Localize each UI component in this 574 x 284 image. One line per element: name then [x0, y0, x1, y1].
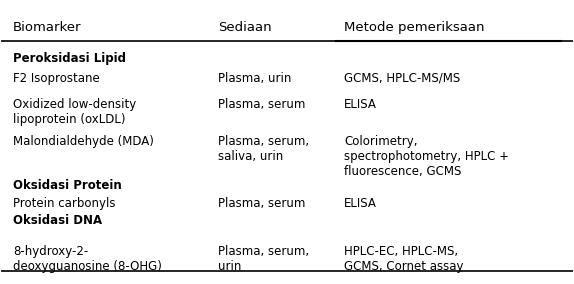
Text: Protein carbonyls: Protein carbonyls — [13, 197, 115, 210]
Text: Colorimetry,
spectrophotometry, HPLC +
fluorescence, GCMS: Colorimetry, spectrophotometry, HPLC + f… — [344, 135, 509, 178]
Text: Plasma, serum: Plasma, serum — [219, 197, 306, 210]
Text: 8-hydroxy-2-
deoxyguanosine (8-OHG): 8-hydroxy-2- deoxyguanosine (8-OHG) — [13, 245, 162, 273]
Text: Oxidized low-density
lipoprotein (oxLDL): Oxidized low-density lipoprotein (oxLDL) — [13, 99, 136, 126]
Text: Oksidasi Protein: Oksidasi Protein — [13, 179, 122, 192]
Text: Plasma, serum,
urin: Plasma, serum, urin — [219, 245, 309, 273]
Text: GCMS, HPLC-MS/MS: GCMS, HPLC-MS/MS — [344, 72, 460, 85]
Text: Plasma, urin: Plasma, urin — [219, 72, 292, 85]
Text: Sediaan: Sediaan — [219, 21, 272, 34]
Text: Plasma, serum,
saliva, urin: Plasma, serum, saliva, urin — [219, 135, 309, 163]
Text: Plasma, serum: Plasma, serum — [219, 99, 306, 111]
Text: ELISA: ELISA — [344, 197, 377, 210]
Text: F2 Isoprostane: F2 Isoprostane — [13, 72, 99, 85]
Text: ELISA: ELISA — [344, 99, 377, 111]
Text: Peroksidasi Lipid: Peroksidasi Lipid — [13, 52, 126, 65]
Text: Metode pemeriksaan: Metode pemeriksaan — [344, 21, 484, 34]
Text: Biomarker: Biomarker — [13, 21, 82, 34]
Text: HPLC-EC, HPLC-MS,
GCMS, Cornet assay: HPLC-EC, HPLC-MS, GCMS, Cornet assay — [344, 245, 464, 273]
Text: Oksidasi DNA: Oksidasi DNA — [13, 214, 102, 227]
Text: Malondialdehyde (MDA): Malondialdehyde (MDA) — [13, 135, 154, 148]
